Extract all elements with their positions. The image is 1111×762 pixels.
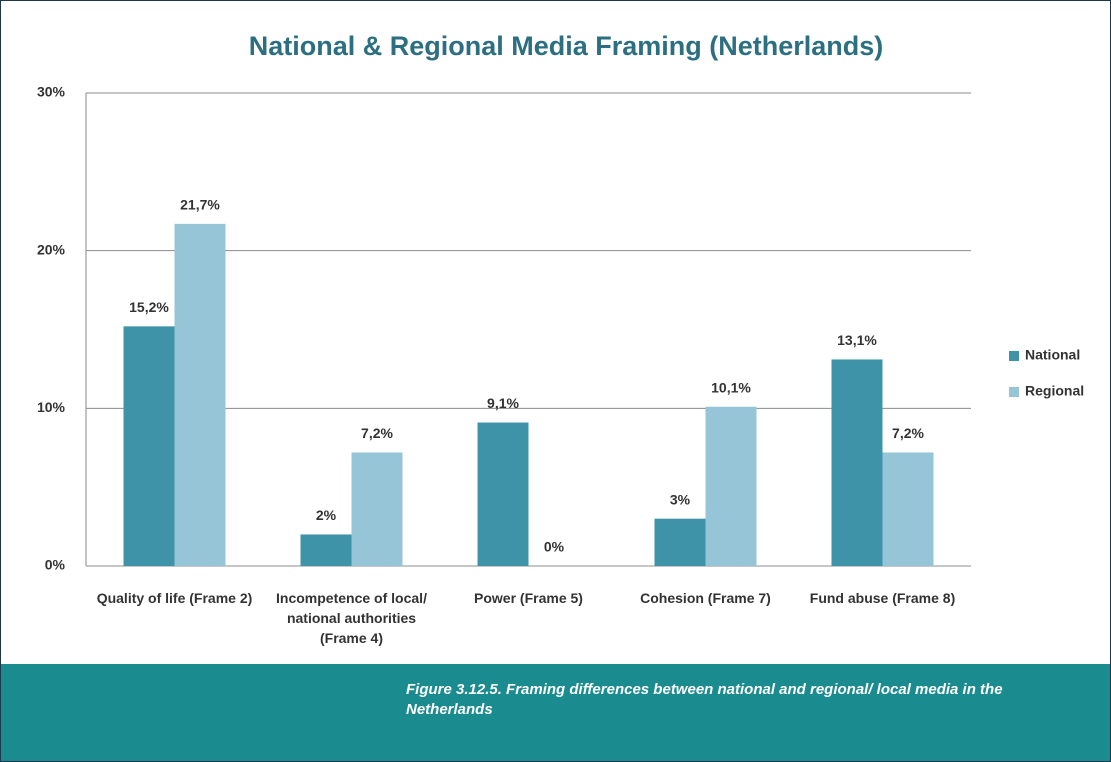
legend-label: Regional (1025, 383, 1084, 399)
x-tick-label: Fund abuse (Frame 8) (809, 590, 956, 606)
legend-label: National (1025, 347, 1080, 363)
caption: Figure 3.12.5. Framing differences betwe… (406, 681, 1003, 718)
y-tick-label: 0% (45, 557, 66, 573)
bar (300, 534, 352, 566)
data-label: 7,2% (361, 425, 393, 441)
data-label: 7,2% (892, 425, 924, 441)
y-tick-label: 10% (37, 399, 66, 415)
data-label: 2% (316, 507, 337, 523)
x-tick-label: Incompetence of local/ national authorit… (276, 590, 427, 646)
chart: National & Regional Media Framing (Nethe… (37, 31, 1084, 573)
y-tick-label: 20% (37, 241, 66, 257)
y-tick-label: 30% (37, 84, 66, 100)
chart-title: National & Regional Media Framing (Nethe… (249, 31, 884, 61)
data-label: 10,1% (711, 379, 751, 395)
footer: Figure 3.12.5. Framing differences betwe… (1, 664, 1110, 761)
bar (705, 406, 757, 566)
x-tick-label: Power (Frame 5) (474, 590, 583, 606)
data-label: 3% (670, 491, 691, 507)
bar (654, 518, 706, 566)
x-tick-label: Quality of life (Frame 2) (96, 590, 253, 606)
bar (123, 326, 175, 566)
data-label: 21,7% (180, 197, 220, 213)
data-label: 9,1% (487, 395, 519, 411)
legend-swatch (1009, 351, 1019, 361)
bar (351, 452, 403, 566)
bar (477, 422, 529, 566)
x-tick-label: Cohesion (Frame 7) (640, 590, 771, 606)
bar (882, 452, 934, 566)
legend-swatch (1009, 387, 1019, 397)
bar (831, 359, 883, 566)
data-label: 0% (544, 539, 565, 555)
data-label: 15,2% (129, 299, 169, 315)
bar (174, 223, 226, 566)
data-label: 13,1% (837, 332, 877, 348)
